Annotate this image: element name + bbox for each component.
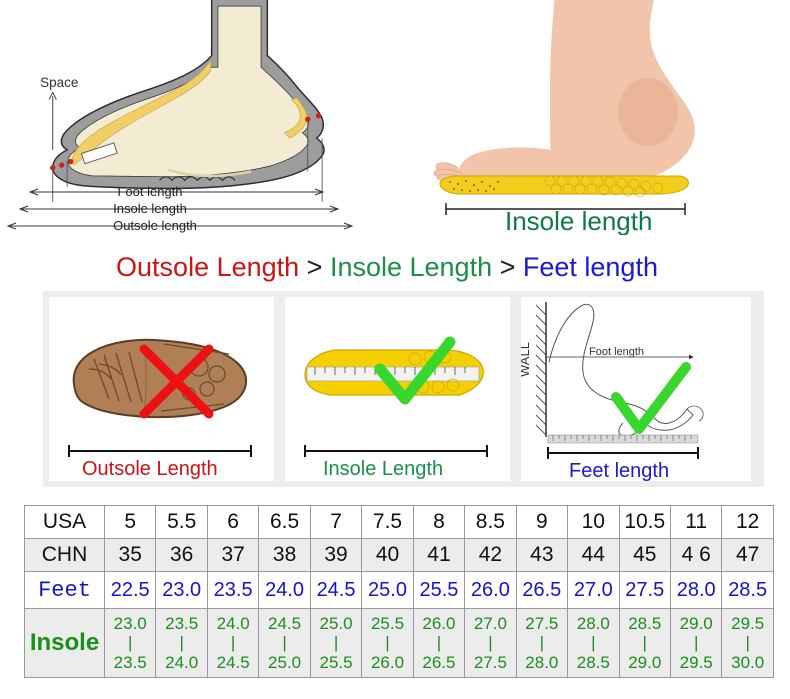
svg-text:WALL: WALL (521, 342, 532, 377)
svg-text:Space: Space (40, 75, 78, 90)
svg-text:Insole length: Insole length (505, 206, 652, 235)
svg-text:Outsole length: Outsole length (113, 218, 197, 233)
svg-text:Foot length: Foot length (117, 184, 182, 199)
svg-text:Insole Length: Insole Length (323, 458, 443, 480)
svg-text:Insole length: Insole length (113, 201, 187, 216)
svg-text:Feet length: Feet length (569, 460, 669, 481)
svg-text:Foot length: Foot length (589, 346, 644, 358)
svg-text:Outsole Length: Outsole Length (82, 458, 218, 480)
